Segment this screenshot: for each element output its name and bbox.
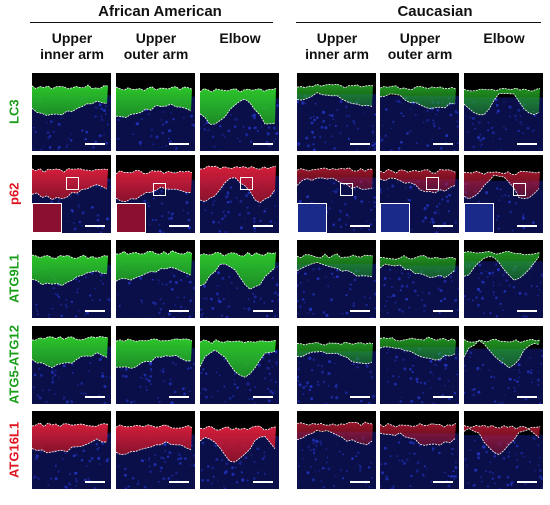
micrograph-panel [200, 240, 279, 318]
scale-bar [433, 225, 453, 227]
scale-bar [433, 396, 453, 398]
micrograph-panel [32, 155, 111, 233]
column-header-2: Elbow [219, 30, 261, 46]
inset-zoom [32, 203, 62, 233]
roi-box [426, 177, 439, 190]
micrograph-panel [32, 326, 111, 404]
roi-box [513, 183, 526, 196]
scale-bar [517, 481, 537, 483]
micrograph-panel [380, 411, 459, 489]
group-underline-caucasian [296, 22, 541, 23]
micrograph-panel [464, 411, 543, 489]
column-header-3: Upper inner arm [305, 30, 369, 62]
scale-bar [433, 143, 453, 145]
scale-bar [253, 396, 273, 398]
scale-bar [517, 396, 537, 398]
roi-box [340, 183, 353, 196]
micrograph-panel [200, 411, 279, 489]
scale-bar [85, 310, 105, 312]
row-label-atg16l1: ATG16L1 [6, 421, 22, 479]
scale-bar [517, 225, 537, 227]
scale-bar [350, 225, 370, 227]
scale-bar [253, 481, 273, 483]
inset-zoom [297, 203, 327, 233]
scale-bar [169, 225, 189, 227]
micrograph-panel [464, 73, 543, 151]
scale-bar [85, 481, 105, 483]
scale-bar [350, 310, 370, 312]
group-title-caucasian: Caucasian [397, 3, 473, 20]
micrograph-panel [116, 73, 195, 151]
micrograph-panel [116, 326, 195, 404]
scale-bar [169, 396, 189, 398]
group-title-african-american: African American [98, 3, 222, 20]
micrograph-panel [116, 411, 195, 489]
roi-box [240, 177, 253, 190]
scale-bar [169, 481, 189, 483]
scale-bar [350, 396, 370, 398]
roi-box [153, 183, 166, 196]
roi-box [66, 177, 79, 190]
scale-bar [433, 310, 453, 312]
scale-bar [169, 310, 189, 312]
micrograph-panel [380, 326, 459, 404]
scale-bar [433, 481, 453, 483]
column-header-0: Upper inner arm [40, 30, 104, 62]
inset-zoom [116, 203, 146, 233]
row-label-atg5-atg12: ATG5-ATG12 [6, 325, 22, 405]
micrograph-panel [32, 240, 111, 318]
micrograph-panel [297, 326, 376, 404]
micrograph-panel [200, 155, 279, 233]
scale-bar [517, 143, 537, 145]
scale-bar [85, 225, 105, 227]
micrograph-panel [380, 155, 459, 233]
scale-bar [85, 396, 105, 398]
scale-bar [169, 143, 189, 145]
scale-bar [517, 310, 537, 312]
micrograph-panel [380, 240, 459, 318]
micrograph-panel [32, 411, 111, 489]
scale-bar [350, 481, 370, 483]
row-label-p62: p62 [6, 182, 22, 206]
scale-bar [253, 310, 273, 312]
micrograph-panel [200, 73, 279, 151]
group-underline-african-american [30, 22, 273, 23]
micrograph-panel [297, 155, 376, 233]
scale-bar [253, 225, 273, 227]
inset-zoom [380, 203, 410, 233]
micrograph-panel [464, 326, 543, 404]
micrograph-panel [116, 155, 195, 233]
scale-bar [350, 143, 370, 145]
inset-zoom [464, 203, 494, 233]
row-label-atg9l1: ATG9L1 [6, 254, 22, 304]
column-header-1: Upper outer arm [123, 30, 189, 62]
scale-bar [85, 143, 105, 145]
micrograph-panel [380, 73, 459, 151]
column-header-5: Elbow [483, 30, 525, 46]
row-label-lc3: LC3 [6, 99, 22, 125]
scale-bar [253, 143, 273, 145]
micrograph-panel [464, 155, 543, 233]
micrograph-panel [464, 240, 543, 318]
micrograph-panel [116, 240, 195, 318]
micrograph-panel [297, 73, 376, 151]
micrograph-panel [32, 73, 111, 151]
micrograph-panel [297, 240, 376, 318]
micrograph-panel [297, 411, 376, 489]
micrograph-panel [200, 326, 279, 404]
column-header-4: Upper outer arm [387, 30, 453, 62]
